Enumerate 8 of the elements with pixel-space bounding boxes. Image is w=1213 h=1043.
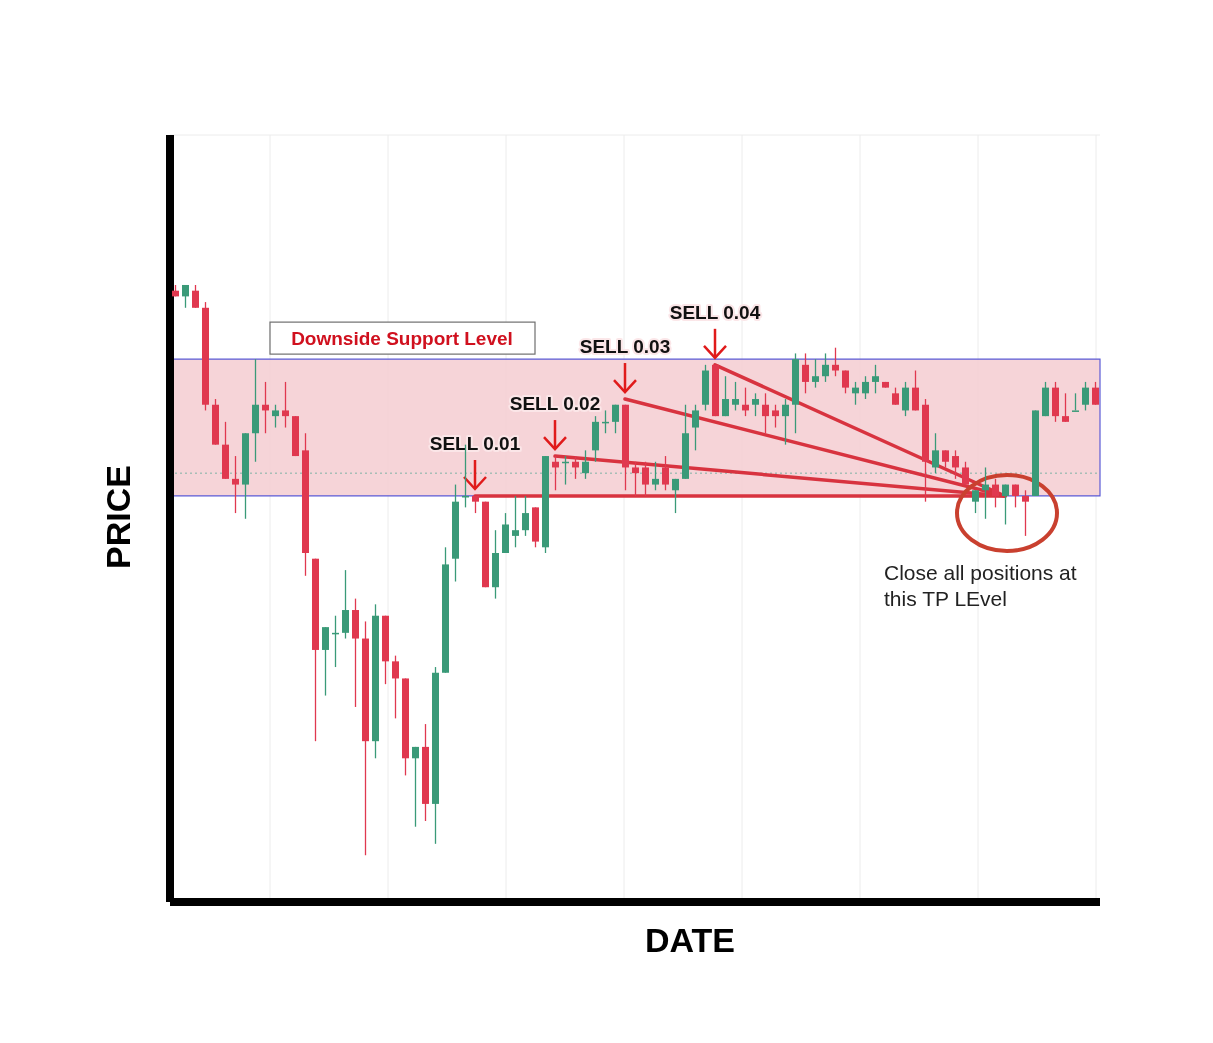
text: SELL 0.03 [579,336,671,358]
y-axis-title: PRICE [98,465,138,569]
band-label: Downside Support Level [291,328,513,350]
text: SELL 0.04 [669,301,761,323]
x-axis-title: DATE [644,920,736,960]
annotation: Close all positions at this TP LEvel [884,559,1078,612]
text: SELL 0.02 [509,393,601,415]
text: SELL 0.01 [429,432,521,454]
